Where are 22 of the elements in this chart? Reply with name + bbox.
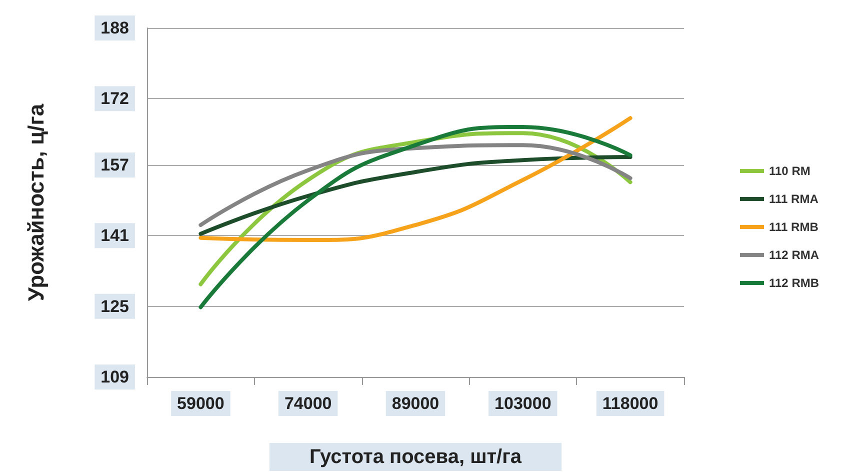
legend-label: 112 RMB <box>769 276 820 290</box>
legend-label: 111 RMB <box>769 220 819 234</box>
y-tick-label: 172 <box>100 89 129 108</box>
x-tick-label: 118000 <box>602 394 658 413</box>
x-tick-label: 59000 <box>177 394 224 413</box>
y-tick-label: 188 <box>100 18 129 38</box>
y-tick-label: 109 <box>100 368 129 386</box>
line-series <box>198 124 632 310</box>
legend-label: 112 RMA <box>769 248 820 262</box>
line-series <box>198 143 632 228</box>
x-tick-label: 103000 <box>494 394 552 413</box>
y-tick-label: 157 <box>100 155 129 174</box>
y-tick-label: 141 <box>100 226 129 246</box>
legend-label: 111 RMA <box>769 192 819 206</box>
y-axis-title: Урожайность, ц/га <box>24 103 48 302</box>
y-tick-label: 125 <box>100 296 129 316</box>
x-tick-label: 74000 <box>284 394 332 413</box>
line-series <box>198 116 632 242</box>
x-tick-label: 89000 <box>392 394 440 413</box>
line-series <box>198 155 632 236</box>
legend-label: 110 RM <box>769 164 810 178</box>
x-axis-title: Густота посева, шт/га <box>309 446 522 468</box>
